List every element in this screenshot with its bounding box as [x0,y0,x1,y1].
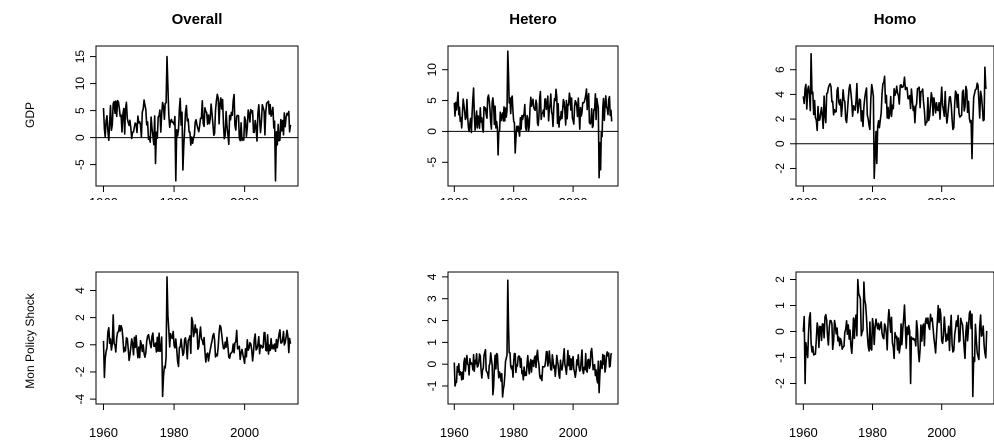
x-tick-label: 2000 [927,195,956,210]
plot-box [447,271,619,405]
y-tick-label: 1 [425,339,439,346]
x-tick-label: 1960 [789,425,818,440]
x-tick-label: 1980 [499,195,528,210]
chart-title: Overall [172,11,223,28]
y-tick-label: 3 [425,295,439,302]
series-line [802,278,988,398]
plot-box [795,271,994,405]
chart-panel: Overall -5 0 5 10 15 1960 1980 2000 [73,11,299,210]
y-tick-label: 5 [425,97,439,104]
plot-box [795,45,994,187]
y-tick-label: -2 [73,366,87,377]
x-axis: 1960 1980 2000 [89,186,259,210]
y-tick-label: 0 [73,134,87,141]
x-tick-label: 1960 [89,195,118,210]
y-tick-label: 0 [773,328,787,335]
y-tick-label: -5 [425,157,439,168]
plot-box [95,271,299,405]
x-tick-label: 1980 [858,195,887,210]
x-tick-label: 1980 [160,195,189,210]
y-tick-label: 4 [773,91,787,98]
x-tick-label: 2000 [230,195,259,210]
x-axis: 1960 1980 2000 [440,186,588,210]
y-tick-label: -4 [73,393,87,404]
y-tick-label: 2 [425,317,439,324]
series-line [102,55,292,182]
x-tick-label: 1960 [789,195,818,210]
y-tick-label: 0 [425,361,439,368]
x-axis: 1960 1980 2000 [89,404,259,440]
x-tick-label: 1960 [440,195,469,210]
y-tick-label: 2 [73,314,87,321]
y-tick-label: -1 [773,352,787,363]
plot-box [447,45,619,187]
series-line [102,276,292,398]
series-line [453,279,613,398]
x-tick-label: 1980 [499,425,528,440]
y-tick-label: 4 [73,287,87,294]
y-tick-label: 2 [773,276,787,283]
row-label-mon-policy-shock: Mon Policy Shock [23,292,37,388]
y-tick-label: 5 [73,107,87,114]
y-tick-label: 0 [73,341,87,348]
y-tick-label: 0 [773,140,787,147]
chart-panel: -4 -2 0 2 4 1960 1980 2000 [73,271,299,440]
y-tick-label: 10 [73,77,87,91]
chart-panel: -2 -1 0 1 2 1960 1980 2000 [773,271,994,440]
x-tick-label: 1960 [440,425,469,440]
x-tick-label: 1980 [160,425,189,440]
y-tick-label: 15 [73,50,87,64]
x-tick-label: 2000 [230,425,259,440]
y-tick-label: -5 [73,159,87,170]
chart-panel: Hetero -5 0 5 10 1960 1980 2000 [425,11,619,210]
x-tick-label: 2000 [927,425,956,440]
chart-panel: -1 0 1 2 3 4 1960 1980 2000 [425,271,619,440]
plot-box [95,45,299,187]
y-tick-label: 6 [773,66,787,73]
x-tick-label: 2000 [559,425,588,440]
series-line [802,52,987,180]
x-tick-label: 1980 [858,425,887,440]
series-line [453,50,613,179]
x-axis: 1960 1980 2000 [789,186,956,210]
y-tick-label: 1 [773,302,787,309]
x-axis: 1960 1980 2000 [440,404,588,440]
y-tick-label: 2 [773,115,787,122]
x-tick-label: 1960 [89,425,118,440]
chart-panel: Homo -2 0 2 4 6 1960 1980 2000 [773,11,994,210]
y-tick-label: 10 [425,63,439,77]
x-tick-label: 2000 [559,195,588,210]
y-tick-label: -2 [773,163,787,174]
chart-title: Homo [874,11,917,28]
chart-title: Hetero [509,11,557,28]
y-tick-label: -2 [773,378,787,389]
row-label-gdp: GDP [23,102,37,128]
y-tick-label: 4 [425,273,439,280]
x-axis: 1960 1980 2000 [789,404,956,440]
y-tick-label: 0 [425,128,439,135]
y-tick-label: -1 [425,380,439,391]
